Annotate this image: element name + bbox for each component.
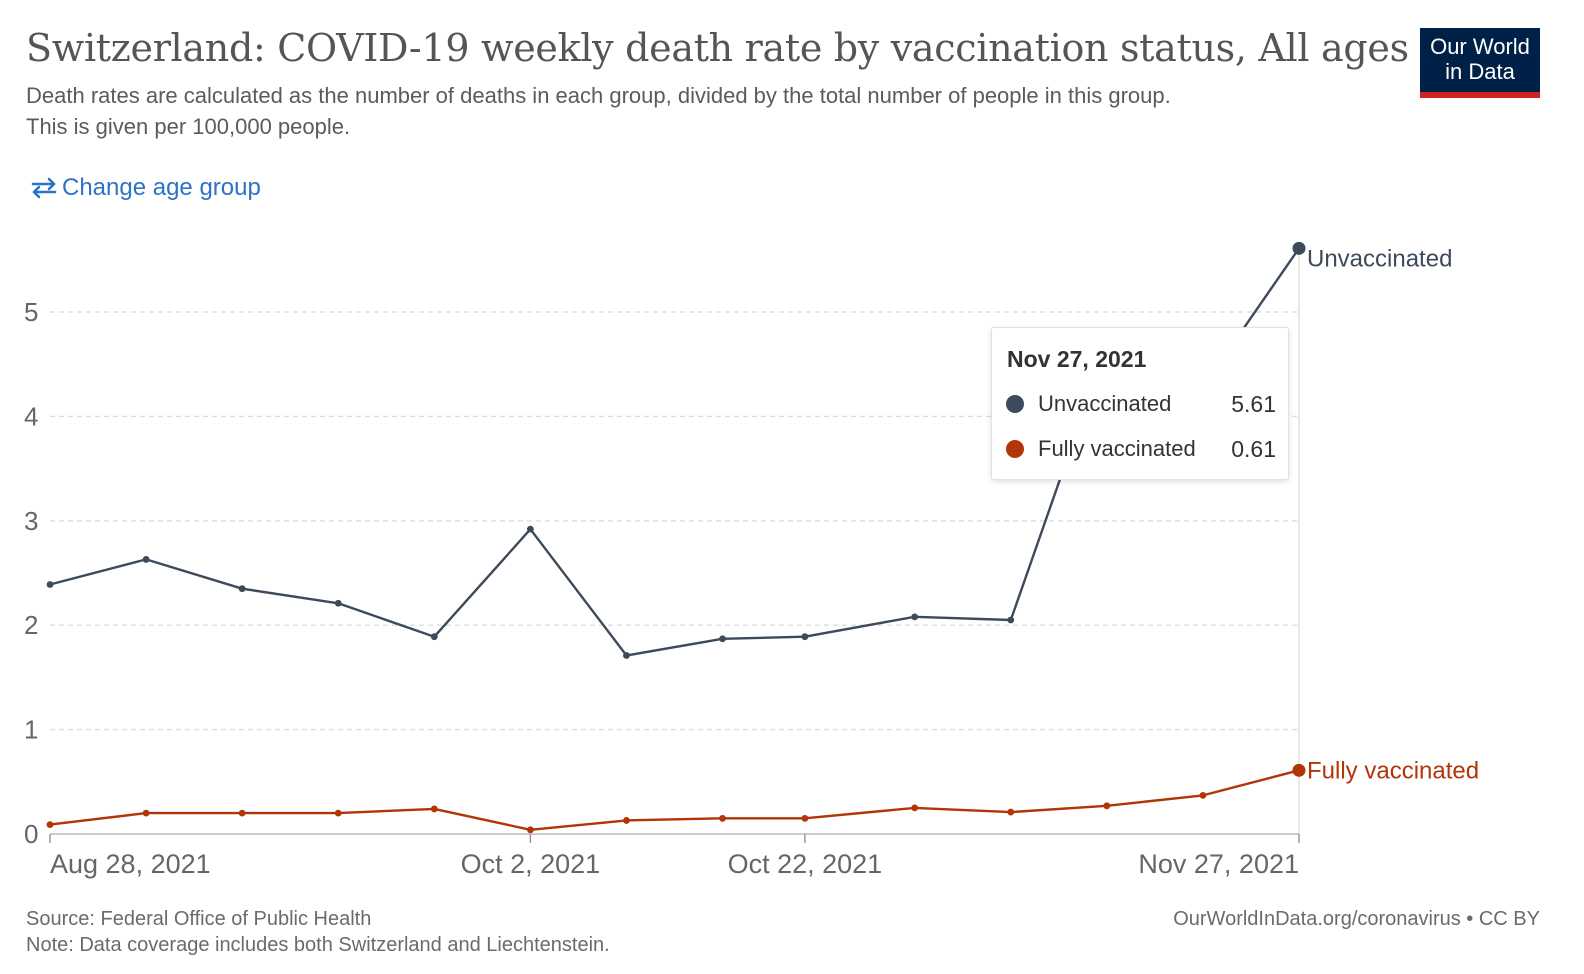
note-text: Note: Data coverage includes both Switze…	[26, 934, 610, 956]
data-point	[719, 635, 726, 643]
data-point	[911, 613, 919, 621]
data-point	[334, 599, 342, 607]
data-point	[1199, 791, 1207, 799]
data-point	[801, 633, 809, 641]
tooltip-series-name: Unvaccinated	[1038, 391, 1172, 416]
tooltip-series-name: Fully vaccinated	[1038, 436, 1196, 461]
swap-arrows-icon	[30, 177, 58, 199]
data-point	[1103, 802, 1111, 810]
logo-line-2: in Data	[1445, 59, 1515, 84]
y-tick-label: 2	[24, 610, 38, 640]
series-swatch-icon	[1006, 440, 1024, 458]
x-tick-label: Nov 27, 2021	[1138, 849, 1299, 879]
data-point	[142, 809, 150, 817]
chart-subtitle: Death rates are calculated as the number…	[26, 80, 1356, 142]
data-point	[1007, 808, 1015, 816]
y-tick-label: 4	[24, 401, 38, 431]
data-point	[430, 633, 438, 641]
y-tick-label: 5	[24, 297, 38, 327]
y-tick-label: 0	[24, 819, 38, 849]
data-point	[46, 821, 54, 829]
series-line	[49, 769, 1300, 831]
hover-tooltip: Nov 27, 2021 Unvaccinated 5.61 Fully vac…	[991, 327, 1289, 480]
y-tick-label: 3	[24, 506, 38, 536]
logo-line-1: Our World	[1430, 34, 1530, 59]
data-point	[719, 814, 726, 822]
data-point	[238, 585, 246, 593]
data-point	[430, 805, 438, 813]
series-end-label: Fully vaccinated	[1307, 757, 1479, 784]
data-point	[526, 826, 534, 834]
chart-footer-right[interactable]: OurWorldInData.org/coronavirus • CC BY	[1173, 906, 1540, 932]
data-point	[1007, 616, 1015, 624]
change-age-group-label: Change age group	[62, 174, 261, 201]
subtitle-line-2: This is given per 100,000 people.	[26, 114, 351, 139]
series-swatch-icon	[1006, 395, 1024, 413]
data-point	[46, 581, 54, 588]
series-end-label: Unvaccinated	[1307, 245, 1452, 272]
tooltip-row-unvaccinated: Unvaccinated 5.61	[1006, 389, 1276, 419]
data-point	[142, 556, 150, 563]
data-point	[526, 525, 534, 533]
tooltip-series-value: 0.61	[1231, 435, 1276, 462]
data-point	[238, 809, 246, 817]
tooltip-row-fully-vaccinated: Fully vaccinated 0.61	[1006, 434, 1276, 464]
data-point	[623, 652, 630, 659]
tooltip-date: Nov 27, 2021	[1007, 346, 1147, 372]
data-point	[911, 804, 919, 812]
x-tick-label: Oct 2, 2021	[461, 849, 601, 879]
tooltip-series-value: 5.61	[1231, 390, 1276, 417]
x-tick-label: Oct 22, 2021	[728, 849, 883, 879]
data-point	[334, 809, 342, 817]
owid-logo[interactable]: Our World in Data	[1420, 28, 1540, 98]
data-point	[623, 817, 630, 824]
x-tick-label: Aug 28, 2021	[50, 849, 211, 879]
data-point	[1292, 241, 1306, 255]
change-age-group-button[interactable]: Change age group	[30, 174, 261, 202]
chart-title: Switzerland: COVID-19 weekly death rate …	[26, 26, 1409, 70]
credit-link[interactable]: OurWorldInData.org/coronavirus • CC BY	[1173, 908, 1540, 930]
source-text: Source: Federal Office of Public Health	[26, 908, 372, 930]
y-tick-label: 1	[24, 715, 38, 745]
chart-footer-left: Source: Federal Office of Public Health …	[26, 906, 610, 958]
data-point	[1292, 763, 1306, 777]
subtitle-line-1: Death rates are calculated as the number…	[26, 83, 1171, 108]
data-point	[801, 814, 809, 822]
